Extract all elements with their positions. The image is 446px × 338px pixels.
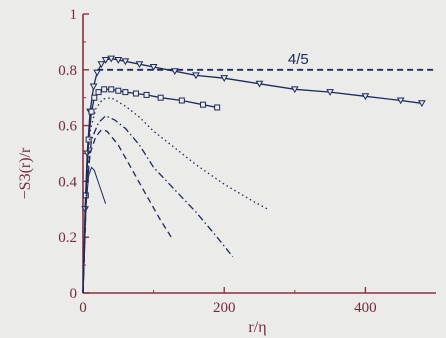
series-2-point xyxy=(108,86,115,93)
series-2-point xyxy=(122,89,129,96)
annotation-layer: 4/5 xyxy=(97,51,436,71)
series-1-point xyxy=(290,86,299,94)
series-2-point xyxy=(143,91,150,98)
y-axis-label: −S3(r)/r xyxy=(17,147,34,199)
y-tick-label: 0 xyxy=(70,286,78,302)
series-2-point xyxy=(101,86,108,93)
x-axis-label: r/η xyxy=(248,319,266,336)
series-2-point xyxy=(88,108,95,115)
series-1-point xyxy=(192,72,200,80)
series-layer xyxy=(81,55,426,294)
series-1-point xyxy=(418,100,426,108)
series-1-point xyxy=(255,80,264,88)
series-1-point xyxy=(396,97,405,105)
series-2-point xyxy=(214,104,221,111)
series-line-2 xyxy=(82,88,218,294)
y-tick-label: 0.8 xyxy=(58,63,77,79)
y-tick-label: 0.2 xyxy=(58,230,77,246)
series-1-point xyxy=(149,64,158,71)
axes: 0 0.2 0.4 0.6 0.8 1 0 200 400 r/η −S3(r)/r xyxy=(17,7,436,336)
y-tick-label: 0.4 xyxy=(58,174,77,190)
series-1-point xyxy=(101,57,110,64)
series-2-point xyxy=(157,94,164,101)
series-1-point xyxy=(107,55,116,63)
series-1-point xyxy=(97,61,106,69)
series-2-point xyxy=(95,89,102,96)
series-line-6 xyxy=(82,166,107,294)
series-2-point xyxy=(85,136,92,143)
series-1-point xyxy=(135,61,144,69)
y-tick-label: 0.6 xyxy=(58,119,77,135)
series-1-point xyxy=(89,83,98,91)
x-tick-label: 200 xyxy=(213,300,236,316)
x-tick-label: 0 xyxy=(79,300,87,316)
series-2-point xyxy=(115,87,122,94)
series-2-point xyxy=(91,94,98,101)
series-1-point xyxy=(114,57,123,64)
series-line-5 xyxy=(82,129,172,294)
series-line-4 xyxy=(82,115,234,294)
series-1-point xyxy=(121,58,130,66)
series-2-point xyxy=(132,90,139,97)
series-1-point xyxy=(326,89,334,96)
series-1-point xyxy=(361,93,370,101)
series-2-point xyxy=(178,97,185,104)
reference-line-label: 4/5 xyxy=(288,51,309,68)
y-tick-label: 1 xyxy=(70,7,78,23)
series-2-point xyxy=(200,101,207,108)
series-line-3 xyxy=(82,97,269,294)
series-1-point xyxy=(220,75,229,82)
series-1-point xyxy=(170,68,179,76)
x-tick-label: 400 xyxy=(354,300,377,316)
